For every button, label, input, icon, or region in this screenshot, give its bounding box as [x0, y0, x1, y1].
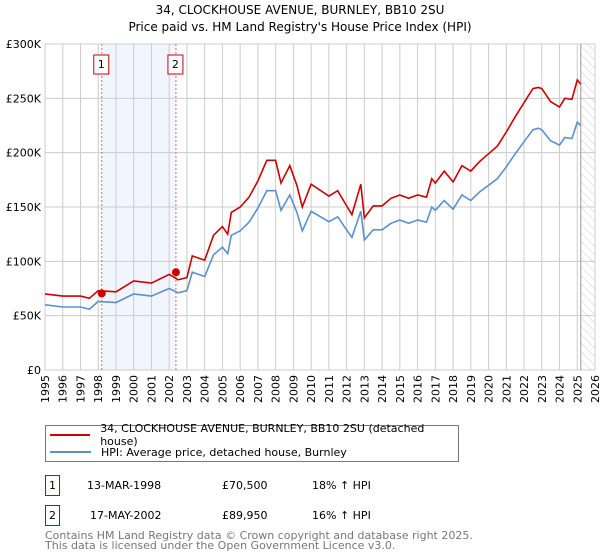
sale-hpi-diff: 16% ↑ HPI: [312, 509, 371, 522]
x-tick-label: 1995: [39, 375, 52, 403]
x-tick-label: 2012: [341, 375, 354, 403]
x-tick-label: 1998: [92, 375, 105, 403]
x-tick-label: 1997: [74, 375, 87, 403]
x-tick-label: 2019: [465, 375, 478, 403]
y-tick-label: £100K: [6, 255, 42, 268]
legend-swatch-red: [50, 434, 91, 436]
x-tick-label: 2004: [199, 375, 212, 403]
legend: 34, CLOCKHOUSE AVENUE, BURNLEY, BB10 2SU…: [45, 422, 459, 462]
x-tick-label: 2023: [536, 375, 549, 403]
y-tick-label: £300K: [6, 38, 42, 51]
sale-price: £89,950: [222, 509, 268, 522]
legend-item-property: 34, CLOCKHOUSE AVENUE, BURNLEY, BB10 2SU…: [50, 422, 458, 448]
y-tick-label: £50K: [13, 310, 42, 323]
property-series-line: [44, 78, 582, 300]
chart-title: 34, CLOCKHOUSE AVENUE, BURNLEY, BB10 2SU: [155, 3, 445, 17]
x-tick-label: 2018: [447, 375, 460, 403]
sale-badge: 1: [45, 475, 60, 496]
legend-item-hpi: HPI: Average price, detached house, Burn…: [50, 444, 347, 460]
legend-label: HPI: Average price, detached house, Burn…: [101, 445, 347, 459]
x-tick-label: 2014: [376, 375, 389, 403]
x-tick-label: 2009: [287, 375, 300, 403]
hpi-series-line: [44, 120, 582, 310]
sale-point: [97, 289, 106, 298]
x-tick-label: 2024: [554, 375, 567, 403]
x-tick-label: 1996: [57, 375, 70, 403]
sale-price: £70,500: [222, 479, 268, 492]
sale-badge: 2: [45, 505, 60, 526]
x-tick-label: 2002: [163, 375, 176, 403]
footer-copyright: Contains HM Land Registry data © Crown c…: [45, 529, 473, 542]
sale-hpi-diff: 18% ↑ HPI: [312, 479, 371, 492]
sale-point: [171, 268, 180, 277]
x-tick-label: 2001: [145, 375, 158, 403]
x-tick-label: 2017: [429, 375, 442, 403]
sale-date: 17-MAY-2002: [90, 509, 162, 522]
x-tick-label: 2021: [500, 375, 513, 403]
x-tick-label: 2008: [270, 375, 283, 403]
y-tick-label: £250K: [6, 92, 42, 105]
x-tick-label: 2007: [252, 375, 265, 403]
footer-licence: This data is licensed under the Open Gov…: [45, 539, 396, 552]
y-tick-label: £150K: [6, 201, 42, 214]
x-tick-label: 2025: [571, 375, 584, 403]
x-tick-label: 2015: [394, 375, 407, 403]
x-tick-label: 2011: [323, 375, 336, 403]
x-tick-label: 2005: [216, 375, 229, 403]
y-tick-label: £0: [27, 364, 41, 377]
legend-label: 34, CLOCKHOUSE AVENUE, BURNLEY, BB10 2SU…: [100, 422, 425, 448]
x-tick-label: 2000: [128, 375, 141, 403]
x-tick-label: 2016: [412, 375, 425, 403]
sale-label-box: [167, 54, 184, 75]
x-tick-label: 2026: [589, 375, 600, 403]
plot-area: £0 £50K £100K £150K £200K £250K £300K 1995 1996 1…: [6, 38, 600, 403]
sale-label: 1: [98, 58, 105, 71]
legend-swatch-blue: [50, 451, 91, 453]
y-tick-label: £200K: [6, 147, 42, 160]
x-tick-label: 2003: [181, 375, 194, 403]
chart-subtitle: Price paid vs. HM Land Registry's House …: [128, 20, 472, 34]
sale-date: 13-MAR-1998: [87, 479, 162, 492]
sale-label: 2: [172, 58, 179, 71]
x-tick-label: 1999: [110, 375, 123, 403]
x-tick-label: 2006: [234, 375, 247, 403]
x-tick-label: 2022: [518, 375, 531, 403]
x-tick-label: 2013: [358, 375, 371, 403]
x-tick-label: 2010: [305, 375, 318, 403]
sale-label-box: [93, 54, 110, 75]
x-tick-label: 2020: [483, 375, 496, 403]
